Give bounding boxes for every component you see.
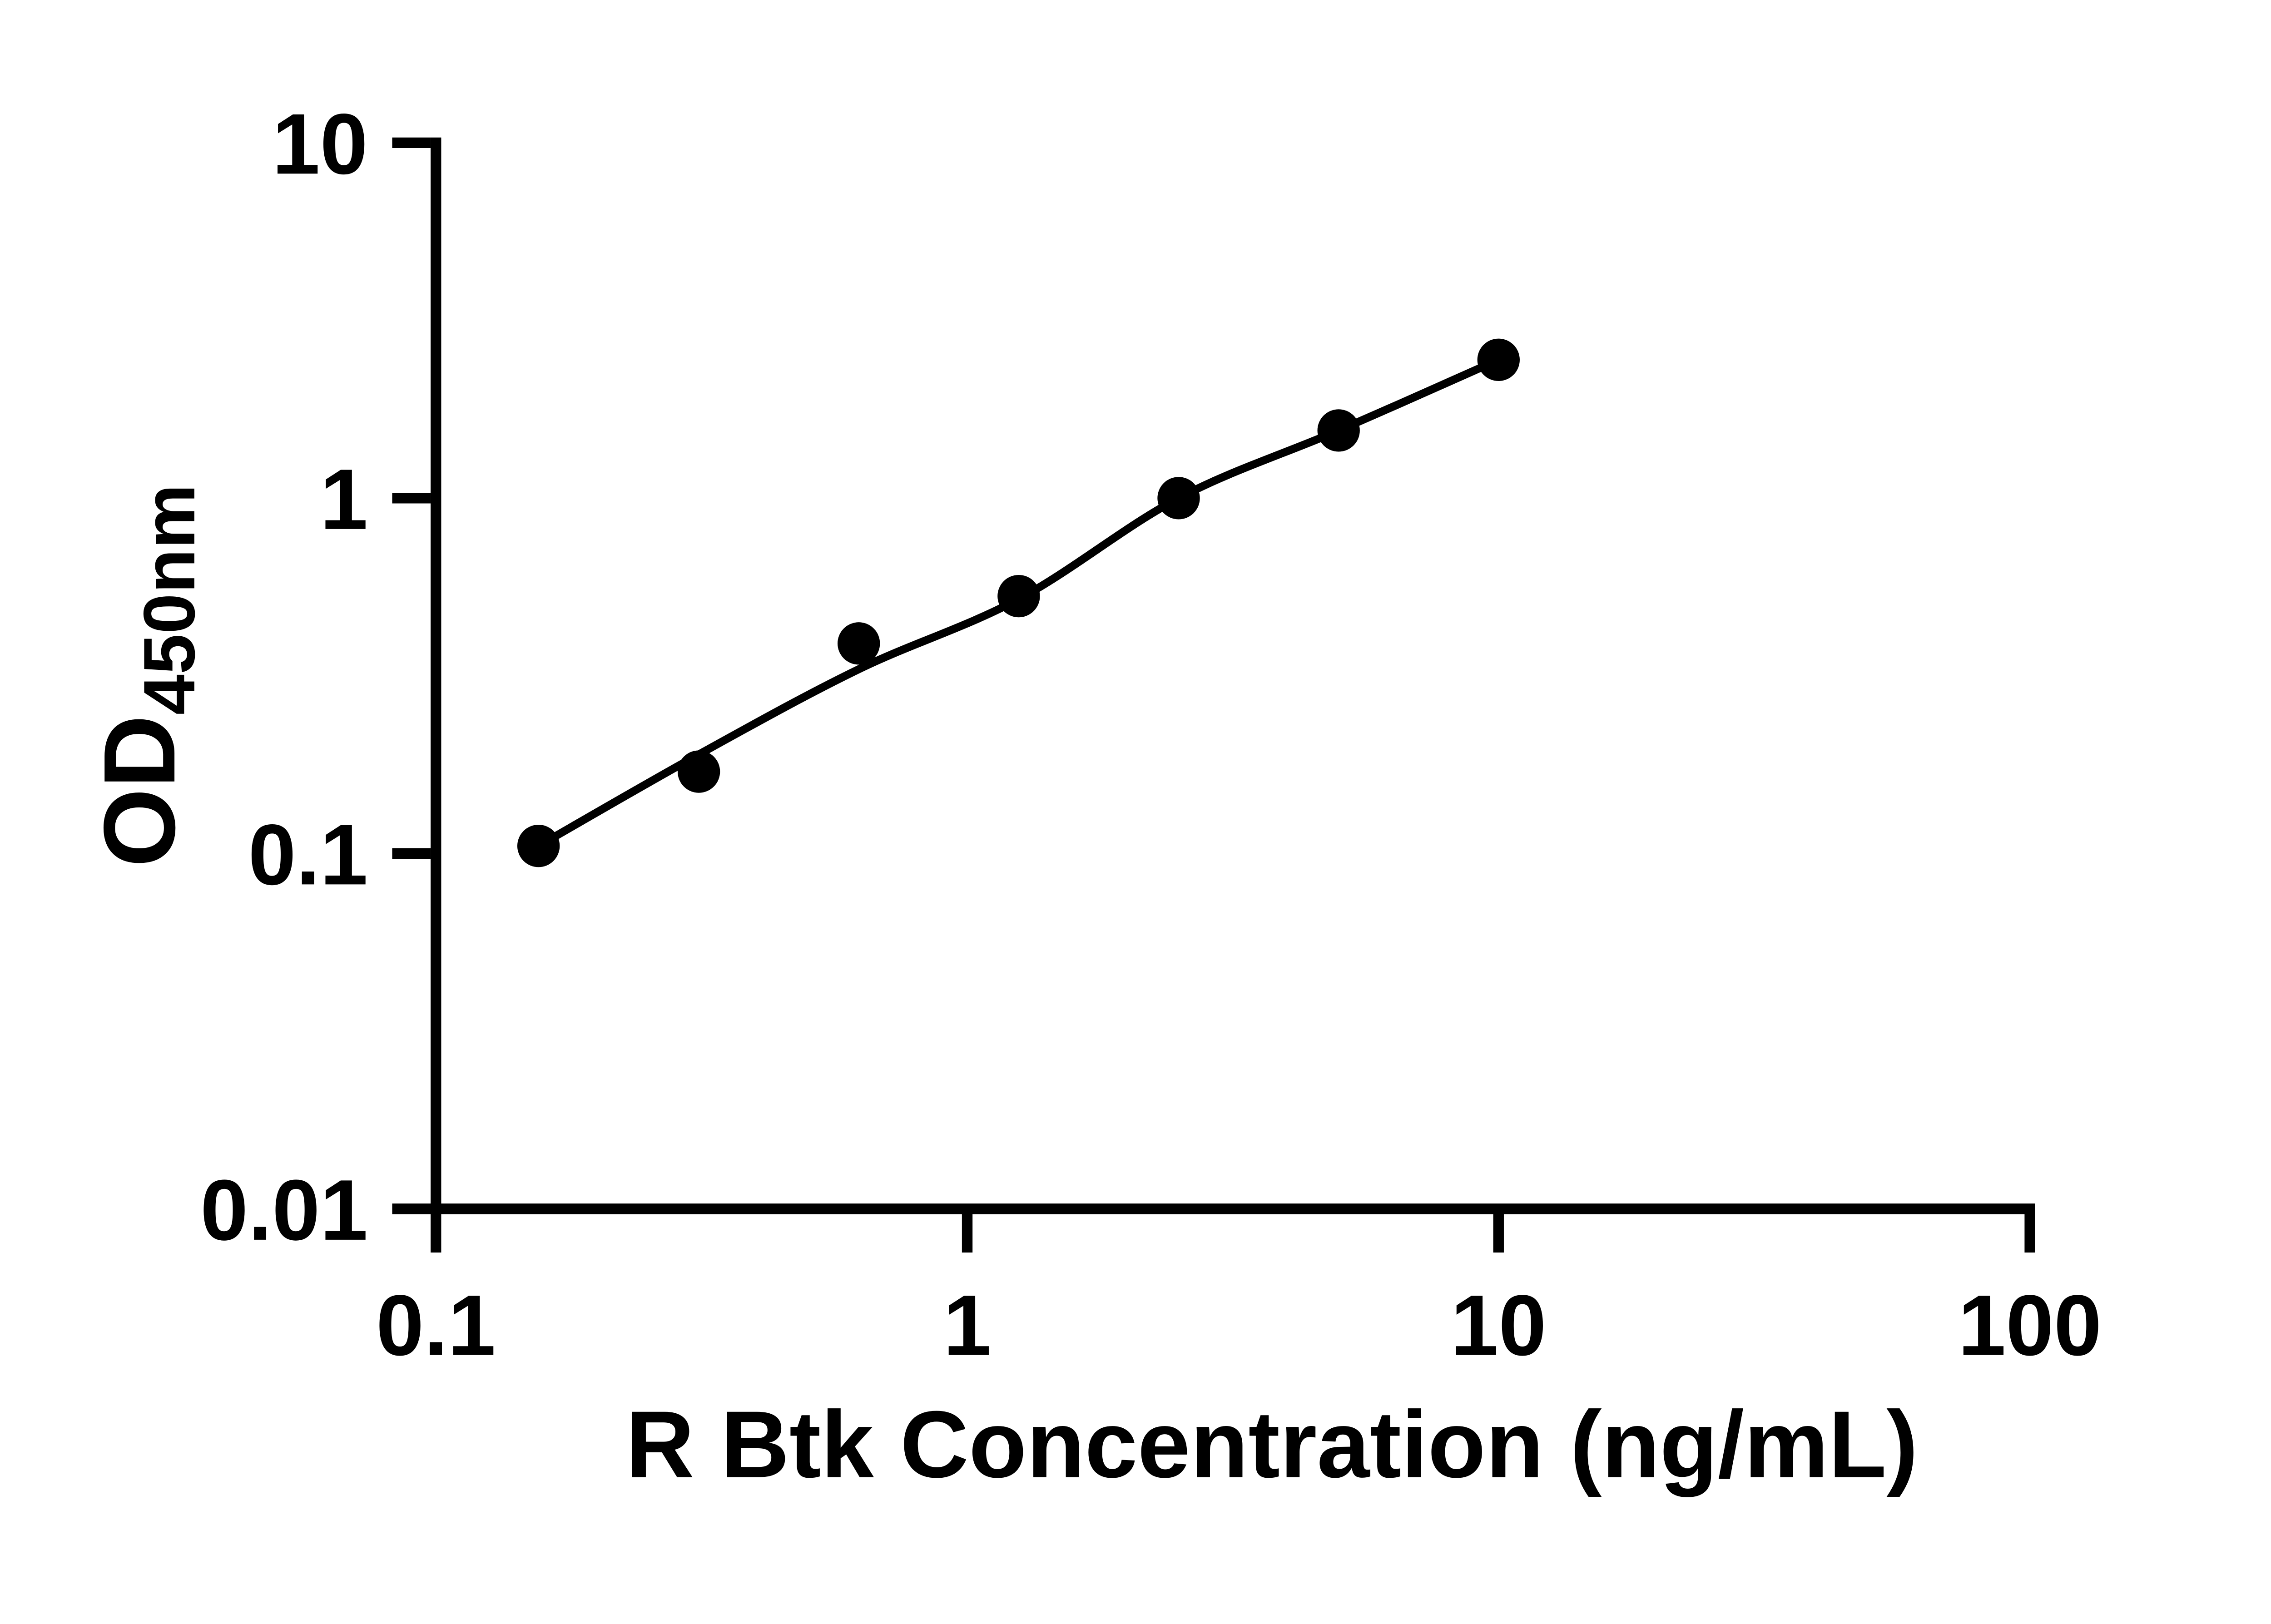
y-tick-label: 0.1 [248,807,368,903]
data-point [997,574,1040,618]
x-tick-label: 100 [1958,1277,2102,1374]
data-point [677,750,720,793]
x-tick-label: 1 [943,1277,991,1374]
y-axis-title: OD450nm [83,484,210,867]
data-point [838,622,880,665]
y-tick-label: 0.01 [200,1162,368,1258]
y-axis-title-subscript: 450nm [129,484,210,715]
data-point [1317,409,1360,452]
y-tick-label: 1 [320,451,368,548]
y-tick-label: 10 [272,96,368,192]
chart-background [0,0,2271,1579]
data-point [1157,477,1200,520]
data-point [1477,338,1520,381]
chart-figure: 0.01 0.1 1 10 0.1 1 10 100 R Btk Concentration … [0,0,2271,1579]
x-axis-title: R Btk Concentration (ng/mL) [626,1392,1918,1498]
y-axis-title-main: OD [83,715,196,867]
x-tick-label: 10 [1451,1277,1547,1374]
data-points-layer [517,338,1520,867]
x-tick-label: 0.1 [376,1277,496,1374]
data-point [517,825,560,867]
